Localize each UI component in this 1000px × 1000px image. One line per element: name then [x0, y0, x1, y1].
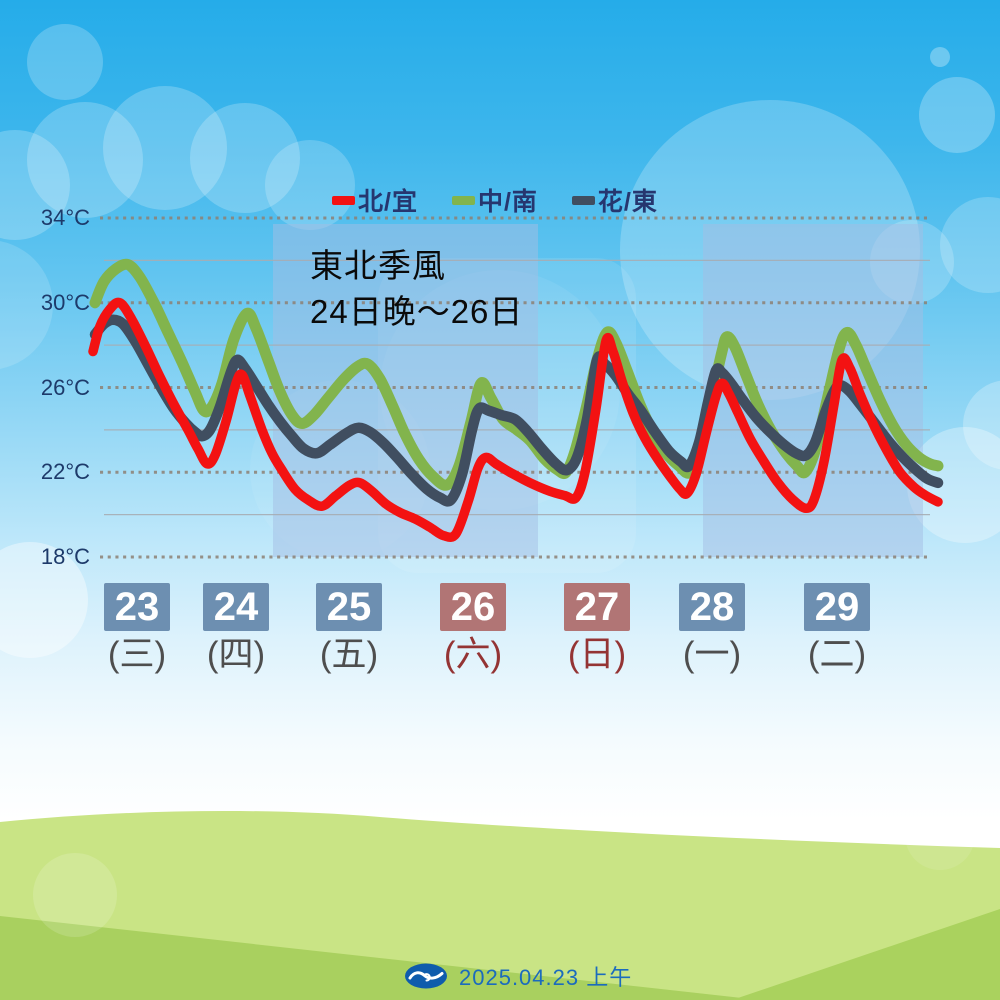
annotation-line1: 東北季風 [310, 247, 446, 284]
day-number-box: 28 [679, 583, 745, 631]
field-shade-left [0, 916, 760, 1000]
legend-label: 中/南 [477, 188, 538, 216]
series-line-花/東 [89, 314, 944, 507]
cloud-shape [190, 103, 300, 213]
cloud-shape [963, 380, 1000, 470]
footer: 2025.04.23 上午 [404, 960, 632, 992]
legend-swatch-icon [571, 195, 595, 205]
day-weekday-label: (一) [682, 635, 742, 674]
day-number-box: 27 [564, 583, 630, 631]
day-weekday-label: (六) [443, 635, 503, 674]
legend-item: 中/南 [451, 182, 538, 218]
series-line-北/宜 [88, 297, 943, 542]
cloud-shape [103, 86, 227, 210]
day-number-box: 29 [804, 583, 870, 631]
cloud-shape [907, 427, 1000, 543]
green-field [0, 800, 1000, 1000]
cloud-shape [27, 102, 143, 218]
day-weekday-label: (三) [107, 635, 167, 674]
day-weekday-label: (二) [807, 635, 867, 674]
chart-legend: 北/宜 中/南 花/東 [332, 182, 658, 218]
cloud-shape [0, 130, 70, 240]
cloud-shape [0, 241, 53, 369]
footer-date: 2025.04.23 上午 [459, 965, 633, 990]
cloud-shape [0, 542, 88, 658]
annotation-line2: 24日晚～26日 [310, 293, 524, 330]
day-number-box: 25 [316, 583, 382, 631]
legend-label: 北/宜 [358, 188, 418, 216]
legend-swatch-icon [451, 195, 475, 205]
cloud-shape [265, 140, 355, 230]
day-number-box: 23 [104, 583, 170, 631]
day-weekday-label: (四) [206, 635, 266, 674]
legend-label: 花/東 [597, 188, 658, 216]
y-axis-tick-label: 18°C [40, 544, 90, 569]
cloud-shape [919, 77, 995, 153]
cloud-shape [930, 47, 950, 67]
field-shade-right [732, 909, 1000, 1000]
legend-item: 北/宜 [332, 182, 418, 218]
y-axis-tick-label: 30°C [40, 289, 90, 315]
y-axis-tick-label: 34°C [40, 205, 90, 230]
legend-swatch-icon [332, 195, 355, 205]
legend-item: 花/東 [571, 182, 658, 218]
y-axis-tick-label: 22°C [40, 459, 90, 485]
monsoon-annotation: 東北季風 24日晚～26日 [310, 243, 523, 335]
day-weekday-label: (日) [567, 635, 627, 674]
field-highlight [33, 853, 117, 937]
cloud-shape [940, 197, 1000, 293]
field-highlight [905, 800, 975, 870]
day-weekday-label: (五) [319, 635, 379, 674]
y-axis-tick-label: 26°C [40, 374, 90, 400]
cwa-logo-icon [405, 963, 447, 989]
day-number-box: 26 [440, 583, 506, 631]
day-number-box: 24 [203, 583, 269, 631]
cloud-shape [27, 24, 103, 100]
